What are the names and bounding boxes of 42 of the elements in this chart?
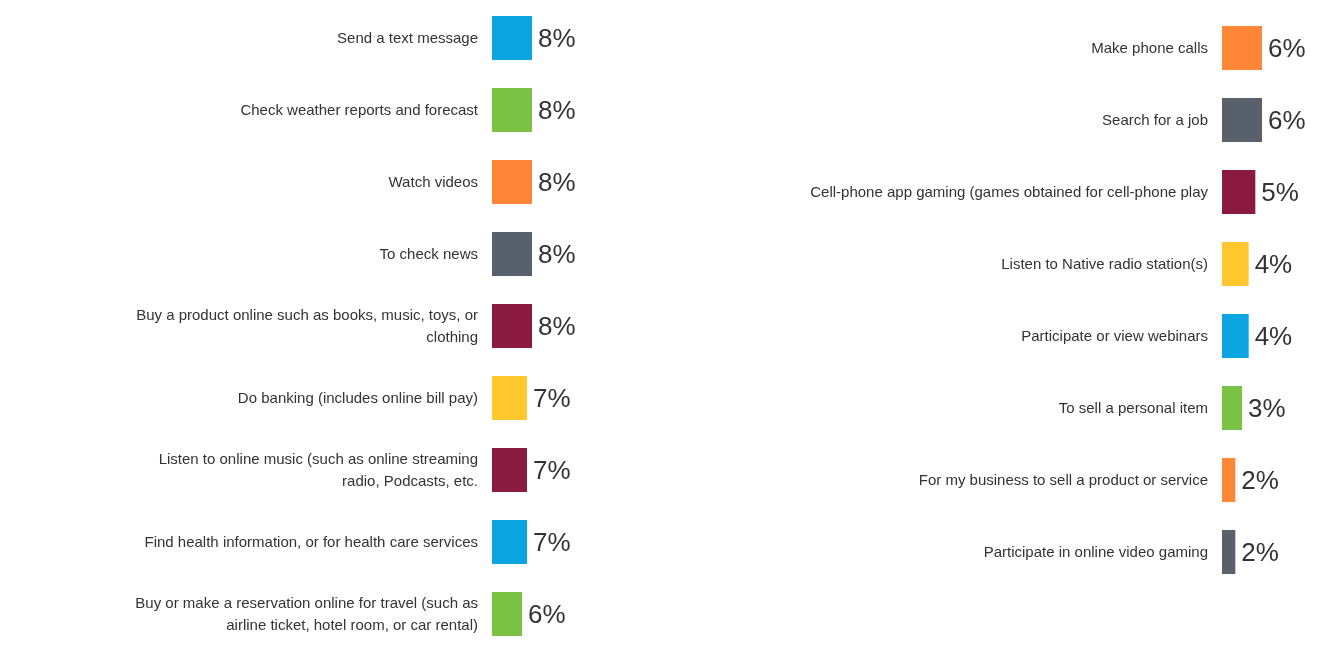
bar: [1222, 530, 1236, 574]
data-label: 8%: [538, 311, 576, 341]
bar: [1222, 314, 1249, 358]
data-label: 3%: [1248, 393, 1286, 423]
y-tick-label: Watch videos: [388, 173, 478, 190]
data-label: 8%: [538, 239, 576, 269]
bar: [1222, 98, 1262, 142]
data-label: 7%: [533, 455, 571, 485]
y-tick-label: Check weather reports and forecast: [240, 101, 479, 118]
bar: [1222, 458, 1236, 502]
bar: [1222, 170, 1256, 214]
data-label: 2%: [1241, 537, 1279, 567]
y-tick-label: Cell-phone app gaming (games obtained for cell-phone play: [810, 183, 1209, 200]
data-label: 8%: [538, 167, 576, 197]
data-label: 4%: [1254, 249, 1293, 279]
y-tick-label: Send a text message: [337, 29, 478, 46]
y-tick-label: Participate in online video gaming: [983, 543, 1208, 560]
bar: [1222, 26, 1262, 70]
y-tick-label: Make phone calls: [1091, 39, 1208, 56]
y-tick-label: Listen to online music (such as online streaming radio, Podcasts, etc.: [158, 450, 478, 489]
data-label: 7%: [533, 383, 571, 413]
data-label: 8%: [538, 23, 576, 53]
y-tick-label: Buy a product online such as books, music, toys, or clothing: [136, 306, 478, 345]
data-label: 4%: [1254, 321, 1293, 351]
bar: [1222, 242, 1249, 286]
bar: [1222, 386, 1242, 430]
y-tick-label: Find health information, or for health care services: [144, 533, 478, 550]
y-tick-label: Search for a job: [1102, 111, 1208, 128]
y-tick-label: Buy or make a reservation online for travel (such as airline ticket, hotel room, or car rental): [135, 594, 478, 633]
data-label: 6%: [1268, 105, 1306, 135]
data-label: 5%: [1261, 177, 1299, 207]
data-label: 6%: [1268, 33, 1306, 63]
data-label: 2%: [1241, 465, 1279, 495]
data-label: 7%: [533, 527, 571, 557]
y-tick-label: For my business to sell a product or service: [918, 471, 1208, 488]
y-tick-label: Listen to Native radio station(s): [1001, 255, 1208, 272]
y-tick-label: To check news: [379, 245, 478, 262]
y-tick-label: Do banking (includes online bill pay): [237, 389, 478, 406]
y-tick-label: Participate or view webinars: [1021, 327, 1208, 344]
y-tick-label: To sell a personal item: [1058, 399, 1208, 416]
data-label: 6%: [528, 599, 566, 629]
data-label: 8%: [538, 95, 576, 125]
